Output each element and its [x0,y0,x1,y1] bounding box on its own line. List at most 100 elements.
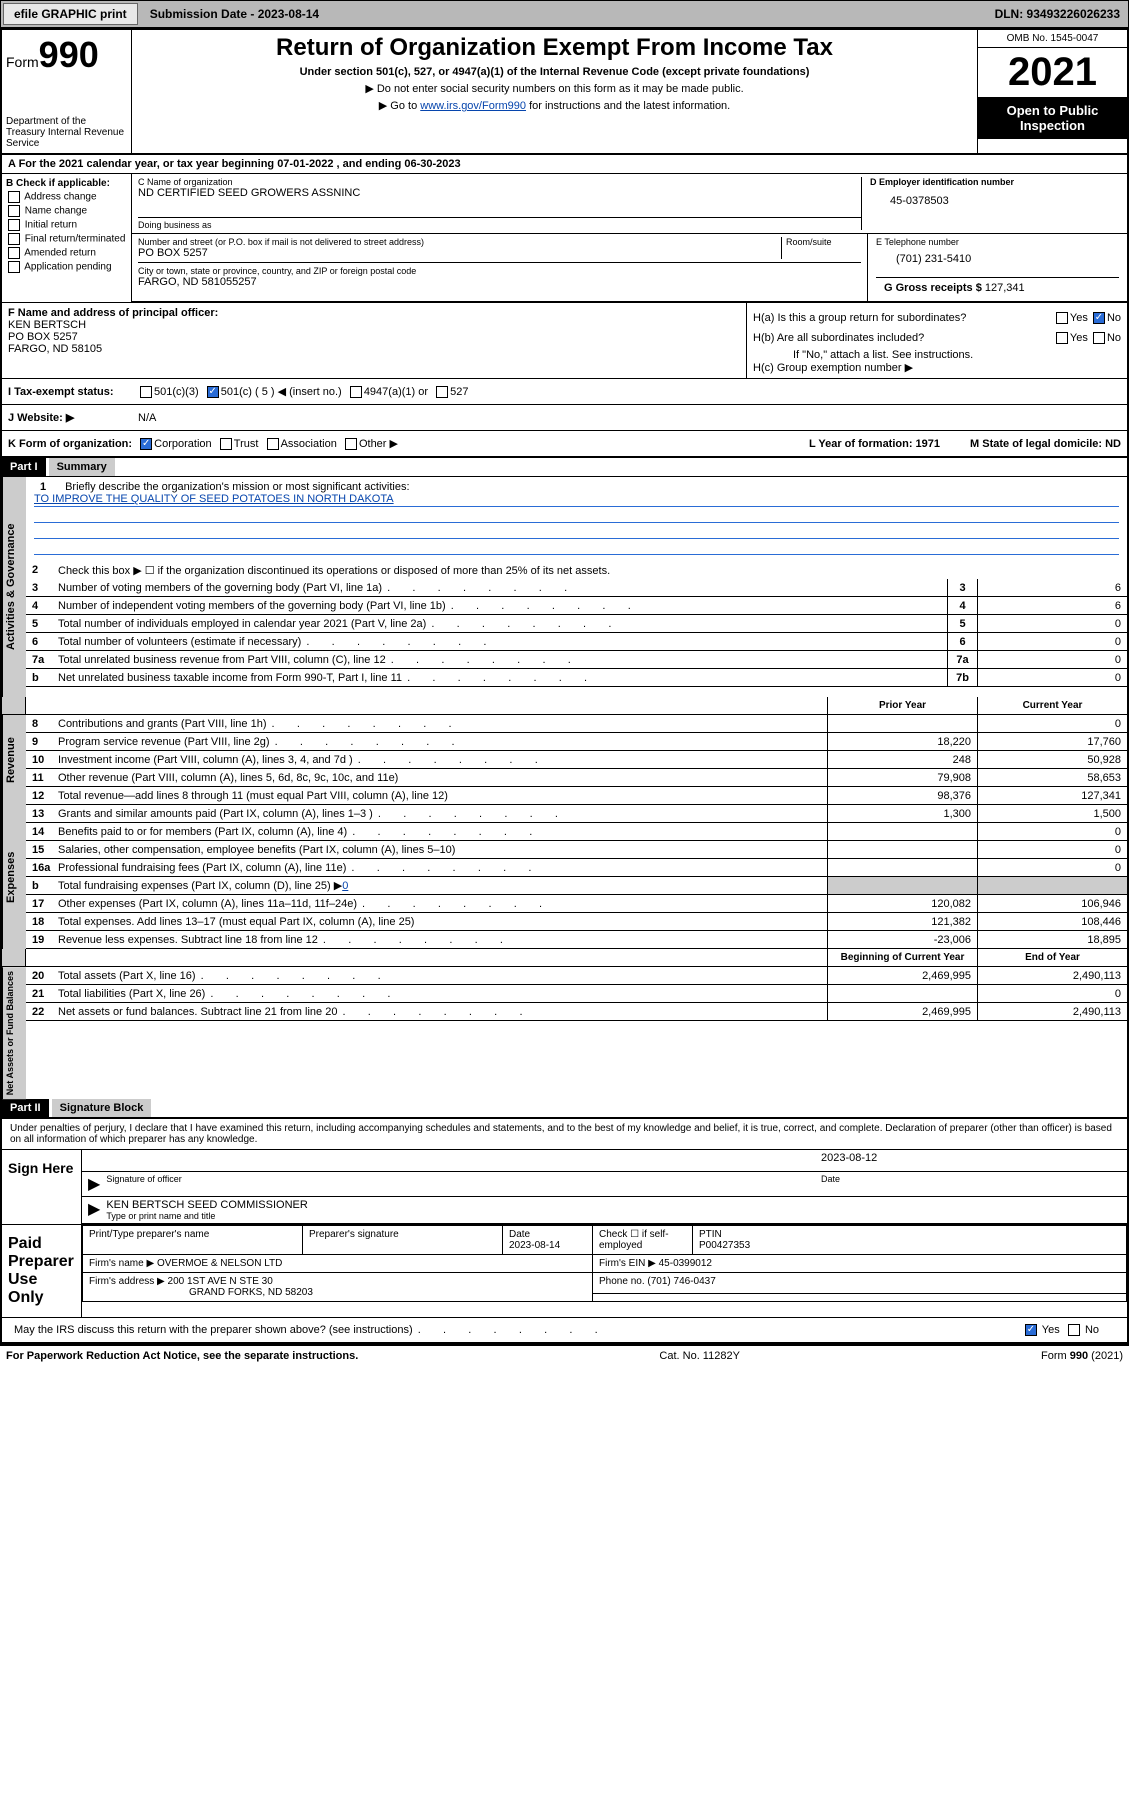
line13-prior: 1,300 [827,805,977,822]
officer-addr2: FARGO, ND 58105 [8,343,102,355]
section-f-h: F Name and address of principal officer:… [2,303,1127,379]
phone-value: (701) 231-5410 [876,247,1119,277]
line21-prior [827,985,977,1002]
firm-name-lbl: Firm's name ▶ [89,1258,154,1269]
line2-text: Check this box ▶ ☐ if the organization d… [54,562,1127,579]
chk-name-change[interactable]: Name change [6,205,127,217]
paid-preparer-label: Paid Preparer Use Only [2,1225,82,1317]
officer-name-title: KEN BERTSCH SEED COMMISSIONER [106,1199,308,1211]
mission-text: TO IMPROVE THE QUALITY OF SEED POTATOES … [34,493,394,505]
hb-note: If "No," attach a list. See instructions… [753,349,1121,361]
row-a-text: A For the 2021 calendar year, or tax yea… [8,158,461,170]
line15-curr: 0 [977,841,1127,858]
chk-final-return[interactable]: Final return/terminated [6,233,127,245]
line6-text: Total number of volunteers (estimate if … [54,634,947,650]
year-formation: L Year of formation: 1971 [809,438,940,450]
note2-post: for instructions and the latest informat… [526,100,730,112]
officer-label: F Name and address of principal officer: [8,307,218,319]
vtab-net-assets: Net Assets or Fund Balances [2,967,26,1099]
chk-initial-return[interactable]: Initial return [6,219,127,231]
line9-text: Program service revenue (Part VIII, line… [54,734,827,750]
prep-self-emp: Check ☐ if self-employed [593,1226,693,1255]
opt-corp: Corporation [154,438,211,450]
lbl-initial-return: Initial return [25,220,77,231]
vtab-revenue: Revenue [2,715,26,805]
firm-phone: (701) 746-0437 [647,1276,715,1287]
row-j-website: J Website: ▶ N/A [2,405,1127,431]
form-container: Form990 Department of the Treasury Inter… [0,28,1129,1345]
form-id-block: Form990 Department of the Treasury Inter… [2,30,132,153]
line7b-text: Net unrelated business taxable income fr… [54,670,947,686]
line8-text: Contributions and grants (Part VIII, lin… [54,716,827,732]
prior-year-hdr: Prior Year [827,697,977,714]
part1-title: Summary [49,458,115,476]
discuss-yes: Yes [1042,1324,1060,1336]
officer-name: KEN BERTSCH [8,319,86,331]
discuss-question: May the IRS discuss this return with the… [10,1322,1003,1338]
form-page: Form 990 (2021) [1041,1350,1123,1362]
line20-curr: 2,490,113 [977,967,1127,984]
col-b-checkboxes: B Check if applicable: Address change Na… [2,174,132,302]
line16b-text: Total fundraising expenses (Part IX, col… [54,877,827,894]
line3-val: 6 [977,579,1127,596]
line22-prior: 2,469,995 [827,1003,977,1020]
line4-text: Number of independent voting members of … [54,598,947,614]
line3-text: Number of voting members of the governin… [54,580,947,596]
line21-text: Total liabilities (Part X, line 26) [54,986,827,1002]
line16b-val: 0 [342,880,348,892]
lbl-final-return: Final return/terminated [25,234,126,245]
line15-text: Salaries, other compensation, employee b… [54,842,827,858]
org-name: ND CERTIFIED SEED GROWERS ASSNINC [138,187,861,199]
line17-text: Other expenses (Part IX, column (A), lin… [54,896,827,912]
line5-val: 0 [977,615,1127,632]
line14-prior [827,823,977,840]
lbl-app-pending: Application pending [24,262,111,273]
dln: DLN: 93493226026233 [995,7,1126,21]
vtab-governance: Activities & Governance [2,477,26,697]
opt-trust: Trust [234,438,259,450]
boy-hdr: Beginning of Current Year [827,949,977,966]
lbl-address-change: Address change [24,192,96,203]
ein-label: D Employer identification number [870,177,1121,187]
chk-address-change[interactable]: Address change [6,191,127,203]
dba-label: Doing business as [138,217,861,230]
street-label: Number and street (or P.O. box if mail i… [138,237,781,247]
sign-here-label: Sign Here [2,1150,82,1224]
line11-text: Other revenue (Part VIII, column (A), li… [54,770,827,786]
line19-curr: 18,895 [977,931,1127,948]
opt-501c: 501(c) ( 5 ) ◀ (insert no.) [221,385,342,398]
firm-addr-lbl: Firm's address ▶ [89,1276,165,1287]
firm-ein: 45-0399012 [659,1258,712,1269]
row-k-label: K Form of organization: [8,438,132,450]
line9-prior: 18,220 [827,733,977,750]
gross-label: G Gross receipts $ [884,282,982,294]
ptin-val: P00427353 [699,1240,750,1251]
line16a-text: Professional fundraising fees (Part IX, … [54,860,827,876]
line16a-prior [827,859,977,876]
line22-curr: 2,490,113 [977,1003,1127,1020]
part2-header: Part II Signature Block [2,1099,1127,1117]
chk-amended[interactable]: Amended return [6,247,127,259]
ha-yes: Yes [1070,312,1088,324]
arrow-icon: ▶ [88,1174,100,1194]
phone-label: E Telephone number [876,237,1119,247]
line18-text: Total expenses. Add lines 13–17 (must eq… [54,914,827,930]
chk-app-pending[interactable]: Application pending [6,261,127,273]
line13-curr: 1,500 [977,805,1127,822]
gross-value: 127,341 [985,282,1025,294]
irs-link[interactable]: www.irs.gov/Form990 [420,100,526,112]
sig-date-val: 2023-08-12 [821,1152,1121,1169]
firm-addr1: 200 1ST AVE N STE 30 [168,1276,273,1287]
line4-val: 6 [977,597,1127,614]
prep-sig-hdr: Preparer's signature [303,1226,503,1255]
row-k-form-org: K Form of organization: Corporation Trus… [2,431,1127,458]
name-title-label: Type or print name and title [106,1211,308,1221]
room-label: Room/suite [786,237,861,247]
header-title-block: Return of Organization Exempt From Incom… [132,30,977,153]
line10-prior: 248 [827,751,977,768]
line10-text: Investment income (Part VIII, column (A)… [54,752,827,768]
opt-527: 527 [450,386,468,398]
efile-button[interactable]: efile GRAPHIC print [3,3,138,25]
street-value: PO BOX 5257 [138,247,781,259]
line12-curr: 127,341 [977,787,1127,804]
